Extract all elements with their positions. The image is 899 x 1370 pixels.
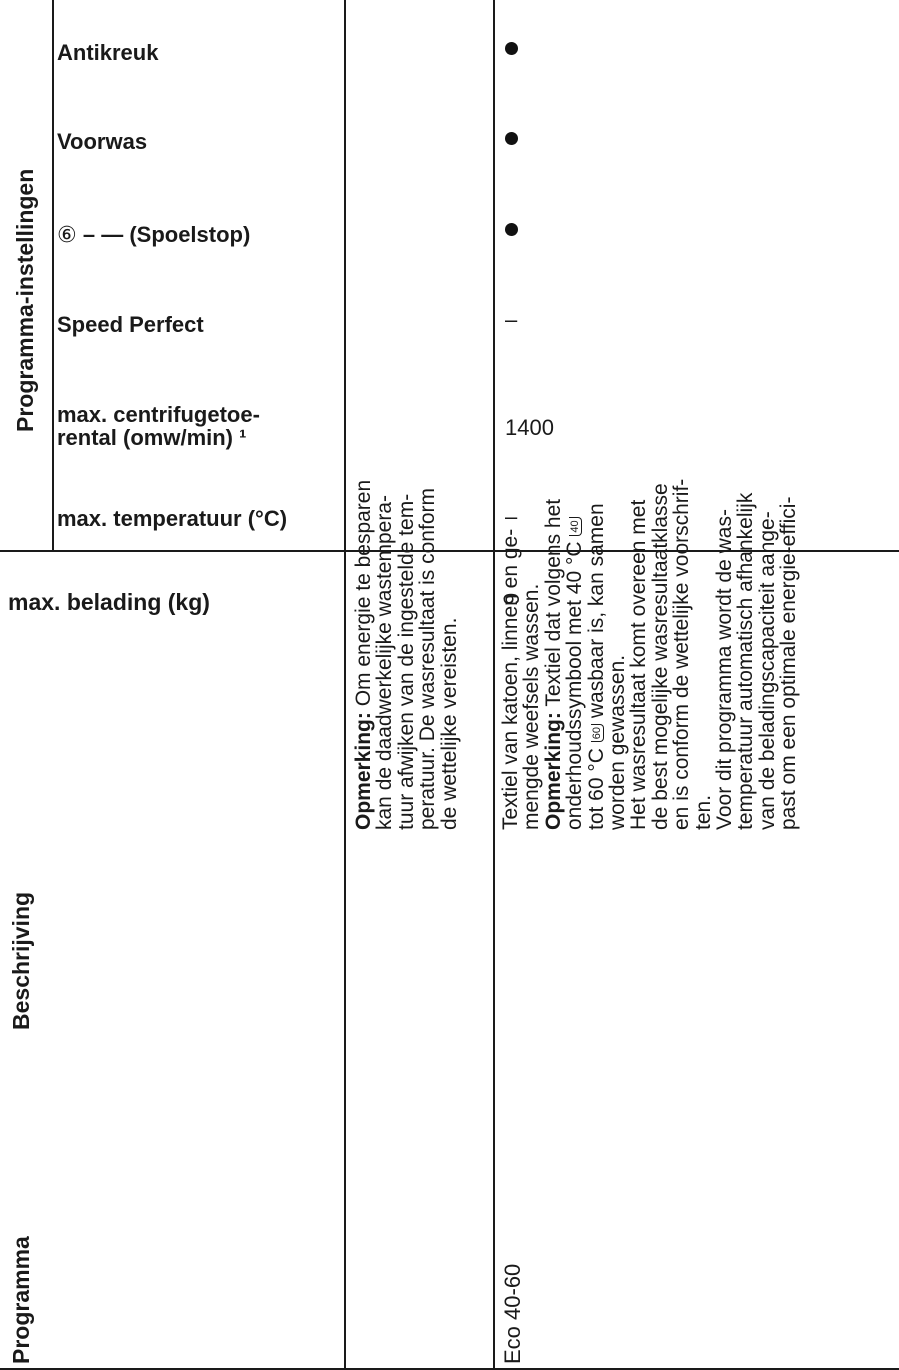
description-line: Het wasresultaat komt overeen met bbox=[627, 499, 651, 830]
setting-value-antikreuk bbox=[505, 42, 518, 55]
description-line: mengde weefsels wassen. bbox=[520, 583, 544, 830]
description-line: onderhoudssymbool met 40 °C 40 bbox=[563, 479, 586, 830]
setting-value-spoelstop bbox=[505, 223, 518, 236]
wash-60-icon: 60 bbox=[590, 723, 604, 743]
setting-value-voorwas bbox=[505, 132, 518, 145]
setting-label-spoelstop: ⑥ – — (Spoelstop) bbox=[57, 222, 251, 247]
note-energy-line: de wettelijke vereisten. bbox=[437, 617, 461, 830]
setting-value-speed-perfect: – bbox=[505, 307, 518, 332]
wash-40-icon: 40 bbox=[569, 517, 583, 536]
description-line: en is conform de wettelijke voorschrif- bbox=[670, 478, 694, 830]
note-energy: Opmerking: Om energie te besparen kan de… bbox=[352, 479, 461, 830]
header-beschrijving: Beschrijving bbox=[8, 891, 34, 1030]
note-energy-line: tuur afwijken van de ingestelde tem- bbox=[394, 493, 418, 830]
section-label-programma-instellingen: Programma-instellingen bbox=[12, 168, 38, 432]
description-line: van de beladingscapaciteit aange- bbox=[755, 511, 779, 830]
grid-line bbox=[52, 0, 54, 550]
description-line: Voor dit programma wordt de was- bbox=[713, 509, 737, 830]
description-line: de best mogelijke wasresultaatklasse bbox=[648, 483, 672, 830]
description-line: Opmerking: Textiel dat volgens het bbox=[541, 498, 565, 830]
description-line: past om een optimale energie-effici- bbox=[777, 496, 801, 830]
setting-label-antikreuk: Antikreuk bbox=[57, 40, 159, 65]
description-line: temperatuur automatisch afhankelijk bbox=[734, 492, 758, 830]
load-label: max. belading (kg) bbox=[8, 589, 210, 615]
description-line: worden gewassen. bbox=[606, 654, 630, 830]
grid-line bbox=[344, 0, 346, 1370]
setting-value-max-temperatuur: – bbox=[505, 504, 518, 529]
spoelstop-icon: ⑥ bbox=[57, 222, 77, 247]
setting-label-max-temperatuur: max. temperatuur (°C) bbox=[57, 506, 288, 531]
header-programma: Programma bbox=[8, 1236, 34, 1364]
description-line: Textiel van katoen, linnen en ge- bbox=[499, 528, 522, 830]
program-name: Eco 40-60 bbox=[500, 1263, 525, 1364]
description-line: tot 60 °C 60 wasbaar is, kan samen bbox=[584, 503, 608, 830]
setting-label-centrifuge-line1: max. centrifugetoe- bbox=[57, 402, 260, 427]
note-energy-line: Opmerking: Om energie te besparen bbox=[352, 479, 375, 830]
note-energy-line: kan de daadwerkelijke wastempera- bbox=[373, 494, 397, 830]
setting-value-centrifuge: 1400 bbox=[505, 415, 554, 440]
description-line: ten. bbox=[691, 794, 715, 830]
grid-line bbox=[0, 550, 899, 552]
program-description: Textiel van katoen, linnen en ge- mengde… bbox=[499, 478, 801, 830]
grid-line bbox=[0, 1368, 899, 1370]
setting-label-voorwas: Voorwas bbox=[57, 129, 148, 154]
note-energy-line: peratuur. De wasresultaat is conform bbox=[416, 488, 440, 830]
grid-line bbox=[493, 0, 495, 1370]
setting-label-speed-perfect: Speed Perfect bbox=[57, 312, 204, 337]
setting-label-centrifuge-line2: rental (omw/min) ¹ bbox=[57, 425, 247, 450]
